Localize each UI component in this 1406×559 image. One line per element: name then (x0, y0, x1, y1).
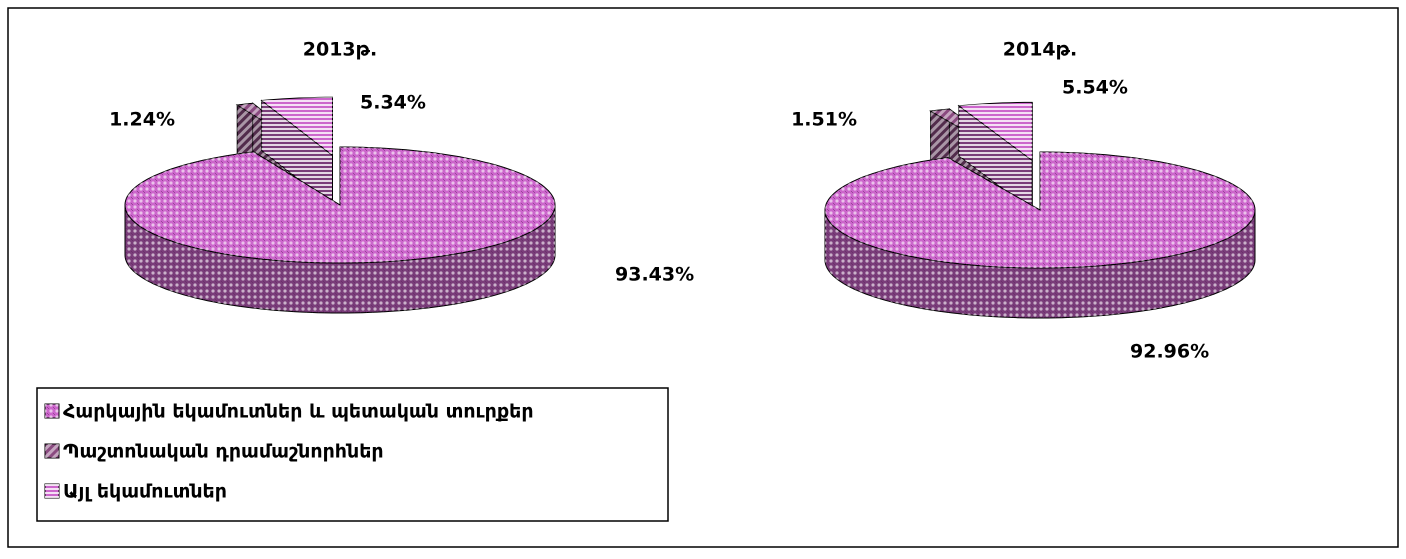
legend-label: Հարկային եկամուտներ և պետական տուրքեր (63, 401, 534, 423)
pie-slice (260, 96, 333, 207)
legend (36, 387, 669, 522)
slice-side-texture (825, 210, 1255, 318)
slice-top-texture (825, 152, 1255, 268)
slice-wall-texture (958, 105, 1033, 211)
pie-slice (824, 151, 1256, 319)
legend-swatch-texture (45, 444, 59, 458)
legend-swatch-texture (45, 404, 59, 418)
data-label: 5.34% (360, 92, 426, 114)
data-label: 5.54% (1062, 77, 1128, 99)
slice-side-texture (125, 205, 555, 313)
pie-slice (957, 101, 1033, 212)
slice-wall-texture (261, 100, 333, 206)
data-label: 1.51% (791, 109, 857, 131)
chart-title: 2014թ. (1003, 39, 1077, 61)
chart-title: 2013թ. (303, 39, 377, 61)
legend-swatch-texture (45, 484, 59, 498)
slice-top-texture (125, 147, 555, 263)
data-label: 1.24% (109, 109, 175, 131)
data-label: 92.96% (1130, 341, 1209, 363)
data-label: 93.43% (615, 264, 694, 286)
legend-label: Պաշտոնական դրամաշնորհներ (63, 441, 384, 463)
legend-label: Այլ եկամուտներ (63, 481, 227, 503)
frame (7, 7, 1399, 548)
slice-top-texture (261, 97, 333, 156)
pie-slice (124, 146, 556, 314)
slice-top-texture (958, 102, 1033, 161)
